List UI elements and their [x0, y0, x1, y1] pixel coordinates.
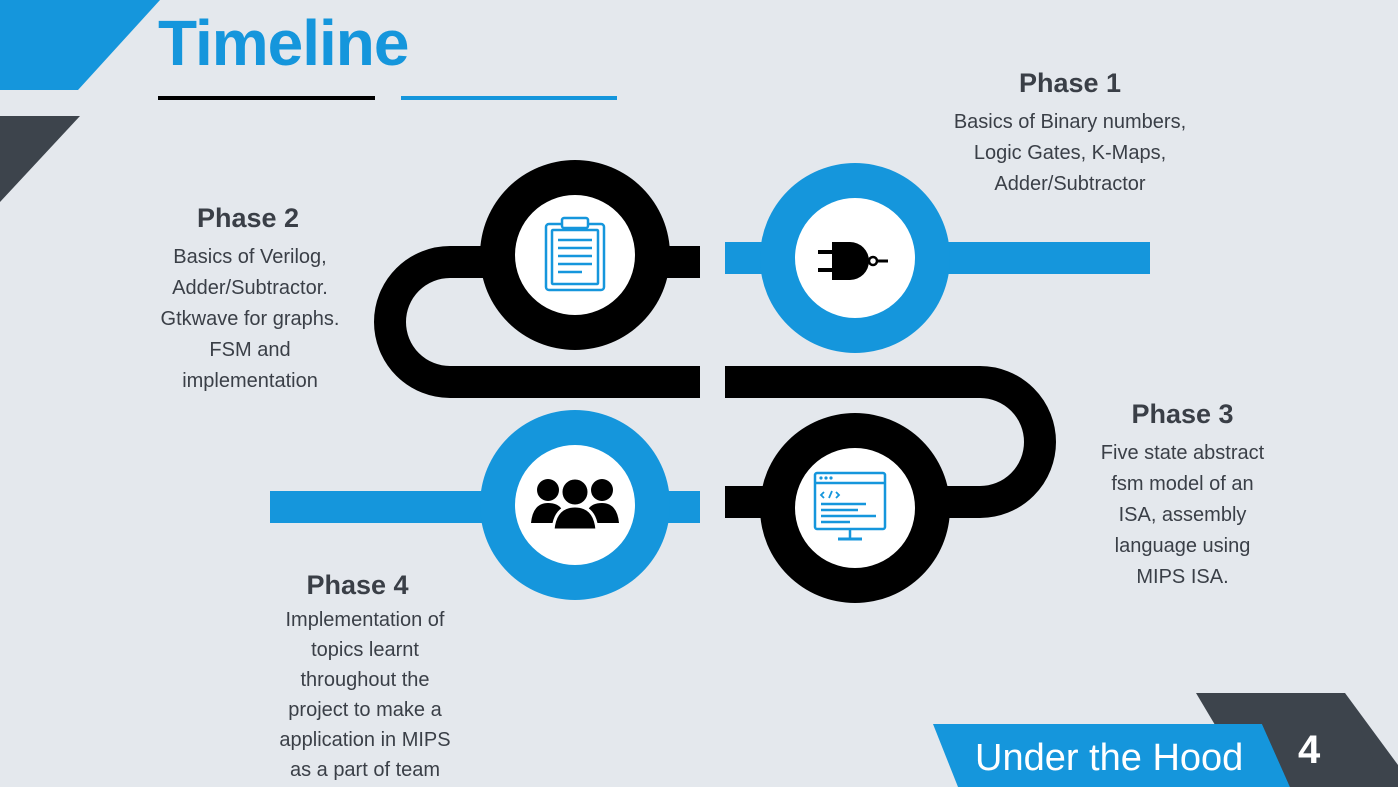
- corner-accent-dark: [0, 116, 80, 202]
- phase-3-block: Phase 3 Five state abstract fsm model of…: [1080, 399, 1285, 593]
- phase-2-title: Phase 2: [196, 203, 300, 233]
- phase-4-description: Implementation of topics learnt througho…: [279, 609, 451, 781]
- phase-1-description: Basics of Binary numbers, Logic Gates, K…: [953, 111, 1187, 195]
- phase-1-title: Phase 1: [1018, 68, 1122, 98]
- phase-1-block: Phase 1 Basics of Binary numbers, Logic …: [930, 68, 1210, 200]
- code-monitor-icon: [813, 471, 887, 541]
- title-underline-blue: [401, 96, 617, 100]
- page-number: 4: [1298, 728, 1321, 772]
- phase-3-title: Phase 3: [1131, 399, 1234, 429]
- timeline-road-dark: [373, 246, 1057, 518]
- page-title: Timeline: [158, 7, 409, 79]
- phase-2-block: Phase 2 Basics of Verilog, Adder/Subtrac…: [130, 203, 370, 397]
- logic-gate-icon: [818, 242, 888, 280]
- phase-3-description: Five state abstract fsm model of an ISA,…: [1100, 442, 1265, 588]
- footer-label: Under the Hood: [975, 737, 1244, 779]
- phase-3-node-center: [795, 448, 915, 568]
- team-icon: [531, 476, 619, 532]
- clipboard-icon: [544, 216, 606, 292]
- phase-2-description: Basics of Verilog, Adder/Subtractor. Gtk…: [160, 246, 340, 392]
- title-underline-black: [158, 96, 375, 100]
- phase-4-block: Phase 4 Implementation of topics learnt …: [255, 570, 475, 785]
- footer-number-badge: [1262, 724, 1385, 787]
- monitor-titlebar-dots: [819, 476, 833, 480]
- phase-4-title: Phase 4: [306, 570, 409, 600]
- footer-banner: [933, 724, 1290, 787]
- corner-accent-blue: [0, 0, 160, 90]
